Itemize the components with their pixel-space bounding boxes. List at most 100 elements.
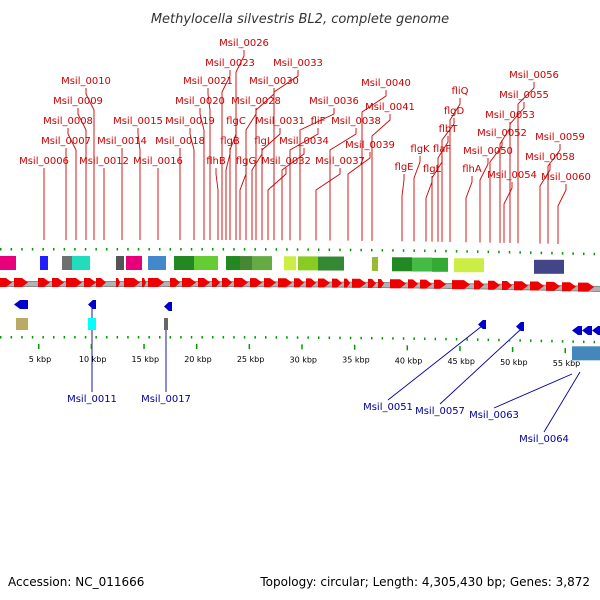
top-gene-label[interactable]: Msil_0055 — [499, 90, 549, 101]
forward-gene-arrow[interactable] — [66, 278, 82, 287]
top-gene-label[interactable]: Msil_0052 — [477, 128, 527, 139]
top-gene-label[interactable]: Msil_0040 — [361, 78, 411, 89]
bottom-gene-label[interactable]: Msil_0011 — [67, 394, 117, 405]
top-gene-label[interactable]: Msil_0039 — [345, 140, 395, 151]
forward-gene-arrow[interactable] — [52, 278, 64, 287]
forward-gene-arrow[interactable] — [408, 279, 418, 289]
forward-gene-arrow[interactable] — [434, 279, 446, 289]
reverse-gene-arrow[interactable] — [88, 300, 96, 309]
bottom-gene-label[interactable]: Msil_0051 — [363, 402, 413, 413]
forward-gene-arrow[interactable] — [562, 282, 576, 292]
forward-gene-arrow[interactable] — [222, 278, 232, 288]
top-gene-label[interactable]: Msil_0054 — [487, 170, 537, 181]
reverse-gene-arrow[interactable] — [592, 326, 600, 335]
forward-gene-arrow[interactable] — [84, 278, 96, 287]
top-gene-label[interactable]: fliQ — [452, 86, 469, 97]
forward-gene-arrow[interactable] — [368, 278, 376, 288]
top-gene-label[interactable]: flgC — [226, 116, 246, 127]
forward-gene-arrow[interactable] — [264, 278, 276, 288]
forward-gene-arrow[interactable] — [234, 278, 248, 288]
bottom-gene-label[interactable]: Msil_0017 — [141, 394, 191, 405]
forward-gene-arrow[interactable] — [546, 281, 560, 291]
top-gene-label[interactable]: Msil_0008 — [43, 116, 93, 127]
top-gene-label[interactable]: Msil_0006 — [19, 156, 69, 167]
top-gene-label[interactable]: Msil_0031 — [255, 116, 305, 127]
top-gene-label[interactable]: Msil_0016 — [133, 156, 183, 167]
forward-gene-arrow[interactable] — [488, 280, 500, 290]
forward-gene-arrow[interactable] — [332, 278, 342, 288]
bottom-gene-label[interactable]: Msil_0063 — [469, 410, 519, 421]
top-gene-label[interactable]: Msil_0033 — [273, 58, 323, 69]
top-gene-label[interactable]: Msil_0015 — [113, 116, 163, 127]
forward-gene-arrow[interactable] — [142, 278, 146, 287]
forward-gene-arrow[interactable] — [96, 278, 106, 287]
forward-gene-arrow[interactable] — [352, 278, 366, 288]
forward-gene-arrow[interactable] — [278, 278, 292, 288]
top-gene-label[interactable]: Msil_0053 — [485, 110, 535, 121]
top-gene-label[interactable]: Msil_0037 — [315, 156, 365, 167]
top-gene-label[interactable]: Msil_0010 — [61, 76, 111, 87]
top-gene-label[interactable]: Msil_0060 — [541, 172, 591, 183]
top-gene-label[interactable]: Msil_0036 — [309, 96, 359, 107]
reverse-gene-arrow[interactable] — [572, 326, 582, 335]
top-gene-label[interactable]: flgD — [444, 106, 465, 117]
top-gene-label[interactable]: flgI — [254, 136, 270, 147]
top-gene-label[interactable]: Msil_0021 — [183, 76, 233, 87]
top-gene-label[interactable]: flhA — [462, 164, 482, 175]
top-gene-label[interactable]: Msil_0059 — [535, 132, 585, 143]
reverse-gene-arrow[interactable] — [582, 326, 592, 335]
forward-gene-arrow[interactable] — [198, 278, 210, 288]
forward-gene-arrow[interactable] — [306, 278, 316, 288]
top-gene-label[interactable]: Msil_0014 — [97, 136, 147, 147]
top-gene-label[interactable]: Msil_0056 — [509, 70, 559, 81]
top-gene-label[interactable]: flgK — [410, 144, 430, 155]
top-gene-label[interactable]: Msil_0041 — [365, 102, 415, 113]
top-gene-label[interactable]: Msil_0012 — [79, 156, 129, 167]
top-gene-label[interactable]: Msil_0019 — [165, 116, 215, 127]
reverse-gene-arrow[interactable] — [14, 300, 28, 309]
top-gene-label[interactable]: Msil_0007 — [41, 136, 91, 147]
top-gene-label[interactable]: Msil_0023 — [205, 58, 255, 69]
forward-gene-arrow[interactable] — [514, 281, 528, 291]
top-gene-label[interactable]: flgB — [220, 136, 240, 147]
forward-gene-arrow[interactable] — [420, 279, 432, 289]
forward-gene-arrow[interactable] — [344, 278, 350, 288]
forward-gene-arrow[interactable] — [530, 281, 544, 291]
forward-gene-arrow[interactable] — [116, 278, 120, 287]
top-gene-label[interactable]: Msil_0028 — [231, 96, 281, 107]
top-gene-label[interactable]: Msil_0026 — [219, 38, 269, 49]
bottom-gene-label[interactable]: Msil_0064 — [519, 434, 569, 445]
top-gene-label[interactable]: Msil_0009 — [53, 96, 103, 107]
reverse-gene-arrow[interactable] — [164, 302, 172, 311]
forward-gene-arrow[interactable] — [390, 279, 406, 289]
bottom-gene-label[interactable]: Msil_0057 — [415, 406, 465, 417]
forward-gene-arrow[interactable] — [170, 278, 180, 287]
forward-gene-arrow[interactable] — [474, 280, 484, 290]
top-gene-label[interactable]: Msil_0038 — [331, 116, 381, 127]
forward-gene-arrow[interactable] — [14, 278, 28, 287]
top-gene-label[interactable]: Msil_0032 — [261, 156, 311, 167]
top-gene-label[interactable]: Msil_0030 — [249, 76, 299, 87]
forward-gene-arrow[interactable] — [212, 278, 220, 288]
top-gene-label[interactable]: flgE — [395, 162, 414, 173]
forward-gene-arrow[interactable] — [148, 278, 164, 287]
top-gene-label[interactable]: flbT — [439, 124, 459, 135]
forward-gene-arrow[interactable] — [318, 278, 330, 288]
top-gene-label[interactable]: Msil_0018 — [155, 136, 205, 147]
top-gene-label[interactable]: Msil_0050 — [463, 146, 513, 157]
top-gene-label[interactable]: flhB — [206, 156, 226, 167]
forward-gene-arrow[interactable] — [124, 278, 140, 287]
forward-gene-arrow[interactable] — [182, 278, 196, 287]
forward-gene-arrow[interactable] — [250, 278, 262, 288]
top-gene-label[interactable]: flgL — [423, 164, 442, 175]
top-gene-label[interactable]: Msil_0058 — [525, 152, 575, 163]
forward-gene-arrow[interactable] — [378, 279, 384, 289]
forward-gene-arrow[interactable] — [0, 278, 12, 287]
forward-gene-arrow[interactable] — [502, 280, 512, 290]
forward-gene-arrow[interactable] — [578, 282, 594, 292]
forward-gene-arrow[interactable] — [452, 280, 470, 290]
forward-gene-arrow[interactable] — [38, 278, 50, 287]
forward-gene-arrow[interactable] — [294, 278, 304, 288]
top-gene-label[interactable]: Msil_0020 — [175, 96, 225, 107]
reverse-gene-arrow[interactable] — [516, 322, 524, 331]
